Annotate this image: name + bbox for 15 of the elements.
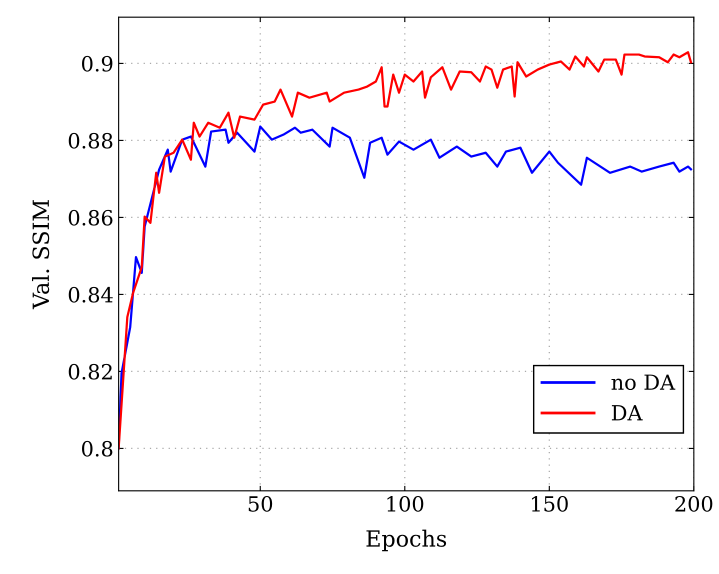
legend-label: no DA <box>612 374 676 390</box>
y-tick-label: 0.86 <box>68 210 112 226</box>
y-tick-label: 0.88 <box>68 132 112 149</box>
y-tick-label: 0.9 <box>82 56 112 72</box>
x-tick-label: 100 <box>387 496 424 512</box>
y-tick-label: 0.82 <box>68 364 112 380</box>
y-tick-label: 0.8 <box>82 440 112 457</box>
legend-label: DA <box>612 405 643 420</box>
y-tick-label: 0.84 <box>68 286 113 303</box>
y-axis-title: Val. SSIM <box>32 200 50 310</box>
x-tick-label: 50 <box>248 496 272 512</box>
line-series <box>118 51 692 450</box>
x-tick-label: 200 <box>675 496 712 512</box>
x-tick-label: 150 <box>532 496 568 512</box>
x-axis-title: Epochs <box>366 530 446 552</box>
